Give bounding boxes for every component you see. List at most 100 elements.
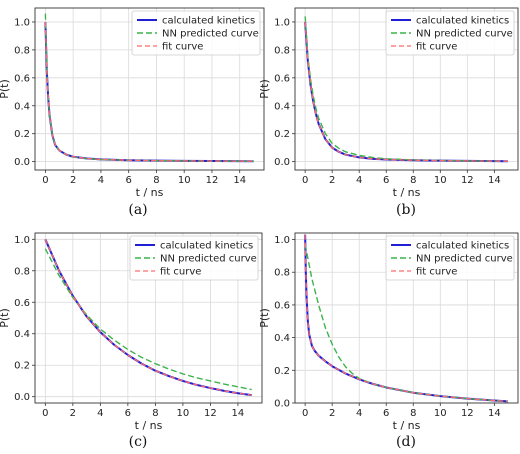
legend-label: calculated kinetics: [160, 241, 253, 252]
y-tick-label: 0.4: [274, 333, 290, 344]
y-axis-label: P(t): [258, 308, 271, 328]
y-tick-label: 0.6: [274, 300, 290, 311]
x-tick-label: 2: [70, 408, 76, 419]
legend-label: calculated kinetics: [416, 16, 509, 27]
legend-label: calculated kinetics: [416, 241, 509, 252]
x-tick-label: 4: [356, 408, 362, 419]
legend-label: fit curve: [416, 42, 457, 53]
y-tick-label: 0.0: [14, 392, 30, 403]
y-tick-label: 1.0: [274, 235, 290, 246]
legend-label: NN predicted curve: [162, 29, 259, 40]
chart-panel-1: 0 2 4 6 8 10 12 14 0.0 0.2 0.4 0.6 0.8 1.0 t / ns P(t) c…: [258, 7, 519, 218]
y-tick-label: 1.0: [14, 235, 30, 246]
y-tick-label: 0.8: [274, 268, 290, 279]
x-tick-label: 0: [302, 408, 308, 419]
x-tick-label: 4: [97, 408, 103, 419]
x-axis-label: t / ns: [135, 419, 163, 432]
x-tick-label: 12: [461, 408, 474, 419]
legend-label: calculated kinetics: [162, 16, 255, 27]
x-tick-label: 8: [410, 175, 416, 186]
y-tick-label: 0.6: [14, 298, 30, 309]
series-line-fit-curve: [44, 239, 252, 396]
y-axis-label: P(t): [0, 308, 11, 328]
legend-label: fit curve: [160, 267, 201, 278]
axes-frame: [294, 232, 519, 404]
x-tick-label: 14: [488, 175, 501, 186]
x-tick-label: 14: [233, 175, 246, 186]
x-tick-label: 8: [410, 408, 416, 419]
series-line-nn-predicted-curve: [304, 16, 508, 162]
y-axis-label: P(t): [258, 79, 271, 99]
x-tick-label: 0: [42, 408, 48, 419]
y-tick-label: 0.2: [274, 366, 290, 377]
y-tick-label: 0.8: [14, 45, 30, 56]
series-line-fit-curve: [44, 21, 254, 162]
x-tick-label: 12: [206, 175, 219, 186]
panel-caption: (d): [396, 434, 416, 450]
legend-box: [385, 10, 515, 56]
x-tick-label: 2: [329, 175, 335, 186]
x-tick-label: 8: [153, 175, 159, 186]
legend-label: NN predicted curve: [416, 254, 513, 265]
x-tick-label: 10: [434, 408, 447, 419]
legend-box: [129, 235, 259, 281]
y-tick-label: 0.6: [274, 73, 290, 84]
x-tick-label: 4: [98, 175, 104, 186]
x-axis-label: t / ns: [136, 186, 164, 199]
x-tick-label: 10: [178, 175, 191, 186]
y-tick-label: 0.4: [274, 101, 290, 112]
y-tick-label: 0.0: [274, 157, 290, 168]
series-line-fit-curve: [304, 21, 508, 162]
x-tick-label: 2: [329, 408, 335, 419]
x-tick-label: 6: [125, 175, 131, 186]
panel-caption: (a): [128, 202, 147, 218]
x-axis-label: t / ns: [393, 419, 421, 432]
x-tick-label: 6: [383, 408, 389, 419]
x-tick-label: 6: [125, 408, 131, 419]
x-tick-label: 10: [177, 408, 190, 419]
series-line-fit-curve: [304, 234, 508, 403]
x-tick-label: 8: [152, 408, 158, 419]
legend-box: [385, 235, 515, 281]
x-tick-label: 10: [434, 175, 447, 186]
y-axis-label: P(t): [0, 79, 11, 99]
legend-box: [131, 10, 261, 56]
y-tick-label: 0.2: [14, 361, 30, 372]
axes-frame: [34, 232, 263, 404]
y-tick-label: 0.0: [14, 157, 30, 168]
chart-panel-3: 0 2 4 6 8 10 12 14 0.0 0.2 0.4 0.6 0.8 1.0 t / ns P(t) c…: [258, 232, 519, 450]
x-tick-label: 6: [383, 175, 389, 186]
legend: calculated kinetics NN predicted curve fit…: [129, 235, 259, 281]
x-axis-label: t / ns: [393, 186, 421, 199]
y-tick-label: 0.0: [274, 399, 290, 410]
axes-frame: [294, 7, 519, 171]
legend: calculated kinetics NN predicted curve fit…: [385, 235, 515, 281]
x-tick-label: 12: [461, 175, 474, 186]
y-tick-label: 1.0: [274, 17, 290, 28]
y-tick-label: 0.6: [14, 73, 30, 84]
legend-label: NN predicted curve: [160, 254, 257, 265]
panel-caption: (c): [129, 434, 148, 450]
panel-caption: (b): [396, 202, 416, 218]
y-tick-label: 0.2: [14, 129, 30, 140]
x-tick-label: 2: [70, 175, 76, 186]
legend: calculated kinetics NN predicted curve fit…: [131, 10, 261, 56]
y-tick-label: 0.4: [14, 101, 30, 112]
legend-label: fit curve: [416, 267, 457, 278]
chart-panel-0: 0 2 4 6 8 10 12 14 0.0 0.2 0.4 0.6 0.8 1.0 t / ns P(t) c…: [0, 7, 265, 218]
x-tick-label: 12: [204, 408, 217, 419]
legend-label: NN predicted curve: [416, 29, 513, 40]
x-tick-label: 4: [356, 175, 362, 186]
y-tick-label: 0.2: [274, 129, 290, 140]
x-tick-label: 0: [302, 175, 308, 186]
y-tick-label: 0.4: [14, 329, 30, 340]
axes-frame: [34, 7, 265, 171]
y-tick-label: 0.8: [274, 45, 290, 56]
y-tick-label: 0.8: [14, 266, 30, 277]
y-tick-label: 1.0: [14, 17, 30, 28]
legend-label: fit curve: [162, 42, 203, 53]
chart-panel-2: 0 2 4 6 8 10 12 14 0.0 0.2 0.4 0.6 0.8 1.0 t / ns P(t) c…: [0, 232, 263, 450]
x-tick-label: 14: [488, 408, 501, 419]
legend: calculated kinetics NN predicted curve fit…: [385, 10, 515, 56]
